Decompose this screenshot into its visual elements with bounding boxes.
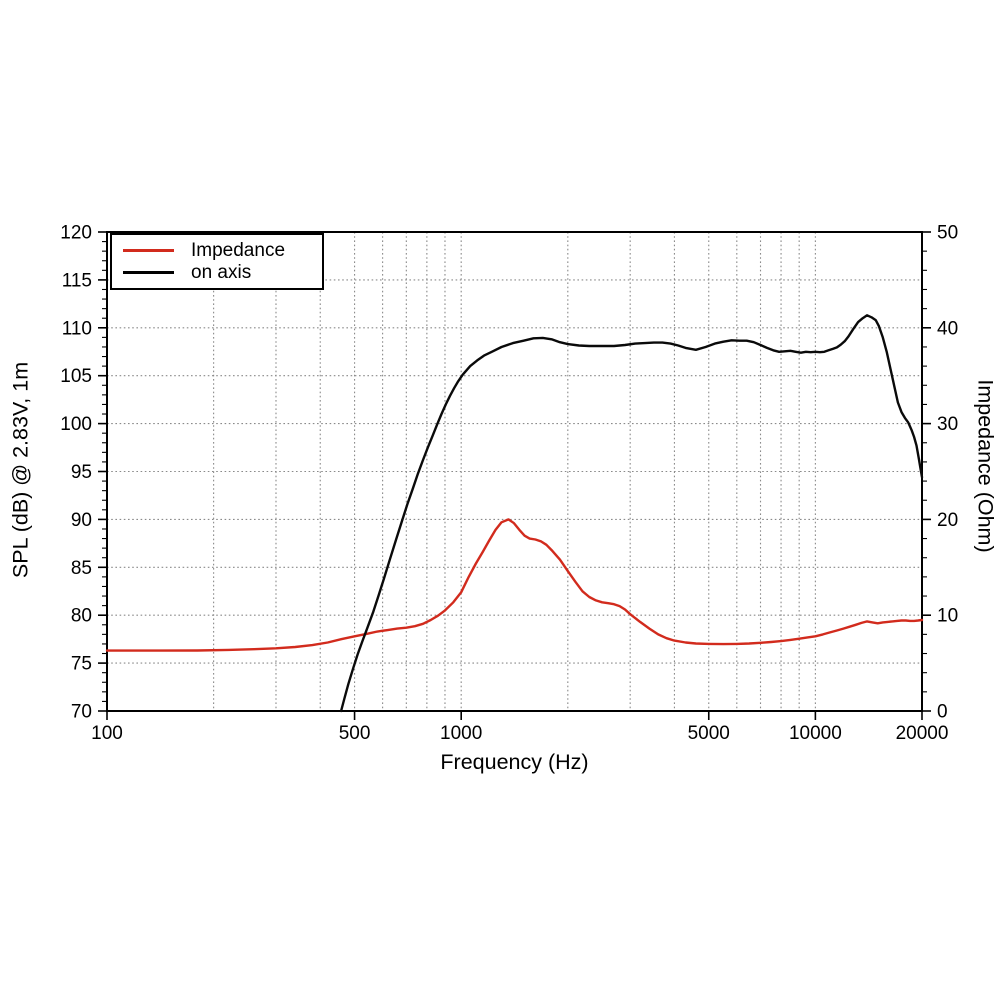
legend-line-sample-on-axis — [123, 271, 174, 275]
y-right-tick-label: 20 — [937, 510, 958, 531]
legend-item-on-axis: on axis — [112, 263, 322, 282]
y-left-tick-label: 90 — [71, 510, 92, 531]
y-left-tick-label: 70 — [71, 702, 92, 723]
legend-label-on-axis: on axis — [191, 262, 252, 284]
y-left-tick-label: 115 — [62, 270, 92, 291]
series-impedance — [105, 518, 924, 652]
y-right-tick-label: 30 — [937, 414, 958, 435]
y-left-tick-label: 80 — [71, 606, 92, 627]
y-right-tick-label: 50 — [937, 223, 958, 244]
right-axis-title: Impedance (Ohm) — [973, 379, 998, 553]
gridlines — [107, 232, 922, 711]
y-left-tick-label: 100 — [60, 414, 92, 435]
y-left-tick-label: 120 — [60, 223, 92, 244]
x-tick-label: 500 — [339, 723, 371, 744]
x-tick-label: 1000 — [440, 723, 482, 744]
tick-labels: 100 500 1000 5000 10000 200007075808590951001… — [60, 223, 958, 745]
left-axis-title: SPL (dB) @ 2.83V, 1m — [8, 361, 33, 579]
legend-label-impedance: Impedance — [191, 239, 286, 261]
y-left-tick-label: 110 — [62, 318, 92, 339]
legend-item-impedance: Impedance — [112, 241, 322, 260]
y-right-tick-label: 40 — [937, 318, 958, 339]
axis-ticks — [98, 231, 931, 720]
legend-line-sample-impedance — [123, 248, 174, 252]
y-left-tick-label: 75 — [71, 654, 92, 675]
y-right-tick-label: 10 — [937, 606, 958, 627]
series-on-axis — [339, 314, 924, 713]
x-tick-label: 100 — [91, 723, 123, 744]
x-tick-label: 5000 — [688, 723, 730, 744]
x-axis-title: Frequency (Hz) — [440, 750, 589, 774]
y-right-tick-label: 0 — [937, 702, 948, 723]
legend: Impedance on axis — [110, 233, 324, 290]
x-tick-label: 20000 — [896, 723, 949, 744]
y-left-tick-label: 85 — [71, 558, 92, 579]
y-left-tick-label: 105 — [60, 366, 92, 387]
x-tick-label: 10000 — [789, 723, 842, 744]
y-left-tick-label: 95 — [71, 462, 92, 483]
